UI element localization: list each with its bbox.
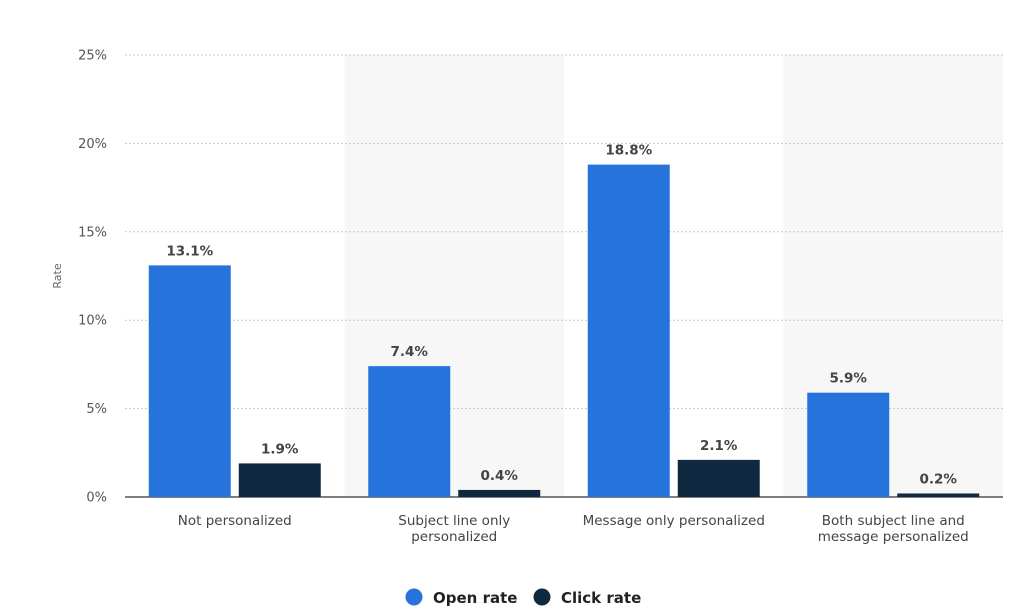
bar-click-rate [897, 493, 980, 497]
legend-marker-click-rate [533, 588, 551, 606]
data-label: 7.4% [391, 344, 429, 360]
x-tick-label: message personalized [818, 529, 969, 545]
x-tick-label: personalized [411, 529, 497, 545]
legend-label: Open rate [433, 589, 517, 607]
legend-marker-open-rate [405, 588, 423, 606]
bar-click-rate [238, 463, 321, 497]
bar-click-rate [458, 489, 541, 497]
data-label: 13.1% [166, 243, 213, 259]
y-tick-label: 15% [78, 225, 107, 240]
bar-open-rate [368, 366, 451, 497]
bar-click-rate [677, 459, 760, 497]
bar-open-rate [587, 164, 670, 497]
y-tick-label: 20% [78, 137, 107, 152]
data-label: 1.9% [261, 441, 299, 457]
y-tick-label: 10% [78, 314, 107, 329]
y-tick-label: 5% [86, 402, 107, 417]
data-label: 0.2% [920, 471, 958, 487]
bar-open-rate [148, 265, 231, 497]
y-tick-label: 25% [78, 49, 107, 64]
data-label: 5.9% [830, 371, 868, 387]
data-label: 2.1% [700, 438, 738, 454]
legend-label: Click rate [561, 589, 641, 607]
data-label: 0.4% [481, 468, 519, 484]
x-tick-label: Not personalized [178, 513, 292, 529]
x-tick-label: Message only personalized [583, 513, 765, 529]
x-tick-label: Both subject line and [822, 513, 965, 529]
data-label: 18.8% [605, 143, 652, 159]
bar-open-rate [807, 392, 890, 497]
y-tick-label: 0% [86, 491, 107, 506]
x-tick-label: Subject line only [398, 513, 510, 529]
y-axis-title: Rate [51, 263, 64, 288]
